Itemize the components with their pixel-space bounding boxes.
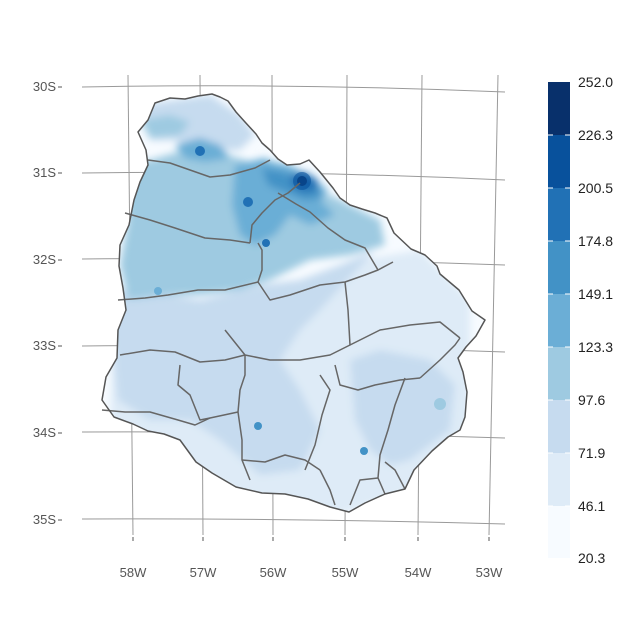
band-72-c <box>350 350 455 465</box>
border-rio-negro-south <box>119 349 246 363</box>
border-tacuarembo-north <box>277 192 394 271</box>
border-florida-east <box>304 374 331 471</box>
legend-swatch <box>548 82 570 135</box>
band-98-b <box>140 115 190 138</box>
border-artigas-south <box>147 159 271 178</box>
legend-swatch <box>548 241 570 294</box>
y-tick: 30S <box>33 79 62 94</box>
legend-label: 226.3 <box>578 127 613 143</box>
x-tick-label: 57W <box>190 565 217 580</box>
band-123-b <box>232 158 335 245</box>
x-tick: 55W <box>332 537 359 580</box>
legend-swatch <box>548 188 570 241</box>
x-axis: 58W 57W 56W 55W 54W 53W <box>120 537 503 580</box>
x-tick-label: 55W <box>332 565 359 580</box>
legend-swatch <box>548 294 570 347</box>
legend: 252.0 226.3 200.5 174.8 149.1 123.3 97.6… <box>548 74 613 566</box>
x-tick-label: 56W <box>260 565 287 580</box>
legend-label: 123.3 <box>578 339 613 355</box>
local-max-2 <box>243 197 253 207</box>
y-tick-label: 33S <box>33 338 56 353</box>
y-tick: 33S <box>33 338 62 353</box>
border-canelones-east <box>319 469 336 506</box>
y-axis: 30S 31S 32S 33S 34S 35S <box>33 79 62 527</box>
legend-label: 174.8 <box>578 233 613 249</box>
legend-label: 71.9 <box>578 445 605 461</box>
y-tick: 34S <box>33 425 62 440</box>
legend-label: 46.1 <box>578 498 605 514</box>
band-72-b <box>140 95 255 150</box>
x-tick-label: 58W <box>120 565 147 580</box>
border-rocha <box>384 461 406 490</box>
legend-label: 97.6 <box>578 392 605 408</box>
graticule-lat-30s <box>81 85 506 93</box>
department-borders <box>101 159 461 506</box>
x-tick: 53W <box>476 537 503 580</box>
legend-label: 149.1 <box>578 286 613 302</box>
border-lavalleja-west <box>334 364 421 391</box>
y-tick: 31S <box>33 165 62 180</box>
local-max-1 <box>195 146 205 156</box>
legend-swatch <box>548 347 570 400</box>
local-max-3 <box>262 239 270 247</box>
precipitation-surface <box>102 94 485 512</box>
y-tick-label: 31S <box>33 165 56 180</box>
local-max-6 <box>154 287 162 295</box>
border-salto-south <box>124 212 251 244</box>
legend-swatch <box>548 135 570 188</box>
legend-label: 252.0 <box>578 74 613 90</box>
border-paysandu-south <box>117 281 259 301</box>
border-maldonado <box>349 477 379 506</box>
border-durazno <box>224 329 351 361</box>
y-tick: 35S <box>33 512 62 527</box>
x-tick: 58W <box>120 537 147 580</box>
x-tick-label: 54W <box>405 565 432 580</box>
legend-swatch <box>548 506 570 558</box>
x-tick-label: 53W <box>476 565 503 580</box>
local-max-7 <box>434 398 446 410</box>
x-tick: 54W <box>405 537 432 580</box>
x-tick: 57W <box>190 537 217 580</box>
x-tick: 56W <box>260 537 287 580</box>
border-canelones-north <box>241 454 321 471</box>
local-max-5 <box>360 447 368 455</box>
legend-label: 20.3 <box>578 550 605 566</box>
border-lavalleja-east <box>377 377 406 495</box>
legend-label: 200.5 <box>578 180 613 196</box>
border-flores <box>177 364 211 421</box>
border-san-jose <box>237 411 251 481</box>
border-tacuarembo-south <box>257 242 263 283</box>
y-tick: 32S <box>33 252 62 267</box>
border-cerro-largo-south <box>344 281 461 346</box>
y-tick-label: 32S <box>33 252 56 267</box>
y-tick-label: 35S <box>33 512 56 527</box>
graticule-lat-35s <box>81 518 506 525</box>
country-outline <box>101 93 486 513</box>
y-tick-label: 30S <box>33 79 56 94</box>
border-tacuarembo-east <box>257 269 379 301</box>
y-tick-label: 34S <box>33 425 56 440</box>
local-maxima <box>154 146 446 455</box>
border-treinta-y-tres <box>419 337 461 379</box>
border-rivera-west <box>249 182 301 244</box>
local-max-4 <box>254 422 262 430</box>
border-florida-west <box>237 355 246 413</box>
legend-swatch <box>548 400 570 453</box>
legend-swatch <box>548 453 570 506</box>
graticule-lon-53w <box>488 74 499 536</box>
